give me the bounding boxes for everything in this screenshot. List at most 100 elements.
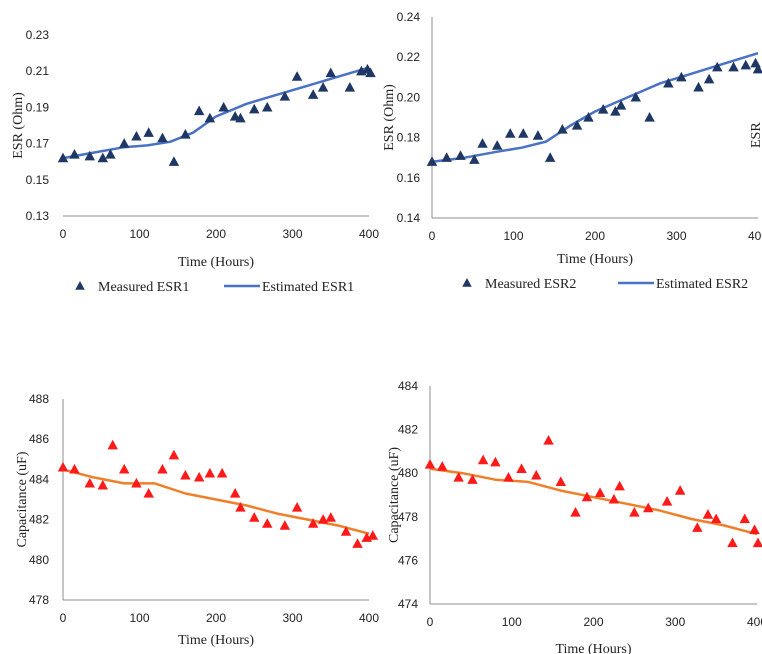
- measured-point: [516, 463, 527, 473]
- measured-point: [739, 513, 750, 524]
- measured-point: [703, 73, 715, 84]
- y-tick-label: 480: [398, 466, 418, 480]
- x-axis-title: Time (Hours): [557, 252, 633, 267]
- y-tick-label: 484: [398, 379, 418, 393]
- measured-point: [441, 152, 452, 162]
- measured-point: [630, 91, 641, 102]
- measured-point: [367, 530, 379, 540]
- measured-point: [644, 112, 655, 122]
- measured-point: [437, 461, 448, 471]
- y-tick-label: 482: [398, 423, 418, 437]
- x-tick-label: 300: [666, 229, 686, 243]
- measured-point: [615, 99, 627, 110]
- x-tick-label: 200: [206, 611, 226, 625]
- legend-label: Estimated ESR1: [262, 280, 354, 295]
- y-tick-label: 0.21: [26, 64, 50, 78]
- measured-point: [424, 458, 436, 469]
- x-tick-label: 100: [503, 229, 523, 243]
- legend-label: Measured ESR2: [485, 277, 576, 292]
- measured-point: [712, 61, 723, 72]
- measured-point: [157, 463, 168, 474]
- measured-point: [710, 513, 722, 524]
- y-tick-label: 0.24: [397, 10, 421, 24]
- measured-point: [325, 67, 336, 78]
- measured-point: [107, 439, 118, 450]
- measured-point: [571, 120, 583, 130]
- x-tick-label: 400: [748, 229, 762, 243]
- measured-point: [728, 61, 739, 72]
- x-tick-label: 0: [429, 229, 436, 243]
- estimated-line: [429, 467, 758, 536]
- x-tick-label: 300: [282, 227, 302, 241]
- measured-point: [610, 105, 621, 116]
- measured-point: [477, 454, 489, 465]
- y-tick-label: 482: [29, 513, 49, 527]
- measured-point: [614, 480, 625, 491]
- measured-point: [262, 101, 273, 112]
- measured-point: [204, 467, 216, 478]
- measured-point: [531, 469, 542, 480]
- measured-point: [118, 463, 130, 474]
- chart-panel-3: 0 100 200 300 400 478 480 482 484 486 488 Time (Hou…: [15, 392, 379, 648]
- measured-point: [105, 148, 116, 159]
- measured-point: [750, 57, 761, 68]
- measured-point: [629, 506, 640, 517]
- cropped-axis-title: ESR: [749, 122, 762, 148]
- measured-point: [262, 518, 273, 528]
- x-tick-label: 200: [585, 229, 605, 243]
- y-tick-label: 480: [29, 553, 49, 567]
- measured-point: [467, 474, 478, 484]
- measured-point: [317, 514, 329, 524]
- y-tick-label: 0.19: [26, 100, 50, 114]
- measured-point: [344, 81, 356, 92]
- measured-point: [543, 435, 554, 445]
- legend-label: Estimated ESR2: [656, 277, 748, 292]
- measured-point: [307, 89, 319, 99]
- y-axis-title: Capacitance (uF): [387, 447, 402, 543]
- measured-point: [752, 63, 762, 74]
- measured-point: [57, 461, 69, 472]
- measured-point: [168, 156, 180, 166]
- measured-point: [131, 130, 142, 141]
- measured-point: [453, 472, 464, 482]
- y-tick-label: 476: [398, 553, 418, 567]
- measured-point: [249, 103, 260, 114]
- measured-point: [307, 518, 319, 528]
- measured-point: [469, 154, 480, 164]
- measured-point: [204, 112, 216, 123]
- measured-point: [676, 71, 687, 82]
- measured-point: [118, 138, 130, 148]
- measured-point: [193, 105, 205, 116]
- measured-point: [661, 496, 673, 506]
- measured-point: [69, 148, 80, 159]
- x-axis-title: Time (Hours): [555, 642, 631, 654]
- measured-point: [557, 124, 568, 134]
- measured-point: [749, 524, 760, 535]
- estimated-line: [431, 52, 759, 163]
- measured-point: [97, 152, 109, 163]
- measured-point: [503, 472, 514, 482]
- measured-point: [597, 103, 609, 114]
- y-tick-label: 0.20: [397, 90, 421, 104]
- measured-point: [581, 491, 593, 502]
- x-tick-label: 0: [60, 611, 67, 625]
- measured-point: [752, 537, 762, 548]
- measured-point: [235, 112, 246, 123]
- measured-point: [143, 487, 154, 498]
- y-tick-label: 0.16: [397, 171, 421, 185]
- x-tick-label: 200: [583, 615, 603, 629]
- y-tick-label: 0.14: [397, 211, 421, 225]
- measured-point: [168, 449, 180, 460]
- measured-point: [692, 522, 703, 532]
- measured-point: [340, 526, 352, 536]
- y-axis-title: Capacitance (uF): [15, 451, 30, 547]
- x-tick-label: 100: [502, 615, 522, 629]
- x-axis-title: Time (Hours): [178, 255, 254, 270]
- measured-point: [491, 140, 503, 150]
- y-tick-label: 486: [29, 432, 49, 446]
- measured-point: [594, 487, 606, 497]
- measured-point: [455, 150, 466, 160]
- measured-point: [544, 152, 556, 162]
- measured-point: [84, 150, 95, 161]
